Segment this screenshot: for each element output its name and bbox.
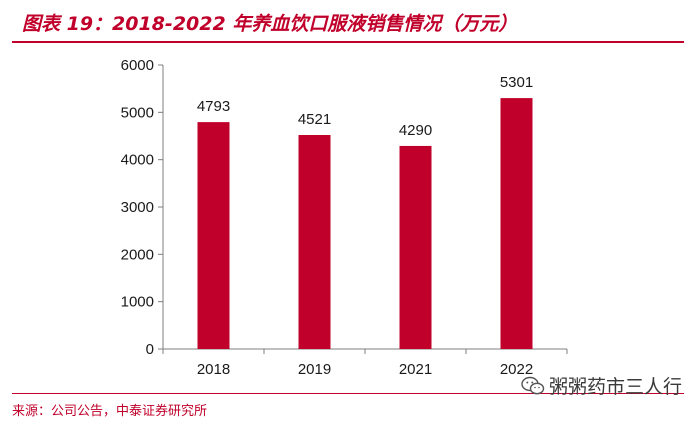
bar <box>197 122 230 349</box>
watermark: 粥粥药市三人行 <box>521 372 682 399</box>
y-tick-label: 6000 <box>121 57 154 74</box>
y-tick-label: 2000 <box>121 246 154 263</box>
data-label: 4521 <box>298 111 331 128</box>
watermark-text: 粥粥药市三人行 <box>548 376 682 398</box>
wechat-icon <box>521 376 545 394</box>
x-tick-label: 2022 <box>500 361 533 378</box>
y-tick-label: 3000 <box>121 199 154 216</box>
source-note: 来源：公司公告，中泰证券研究所 <box>12 404 208 419</box>
x-tick-label: 2018 <box>197 361 230 378</box>
data-label: 5301 <box>500 74 533 91</box>
y-axis: 0 1000 2000 3000 4000 5000 6000 <box>121 57 164 358</box>
x-tick-label: 2019 <box>298 361 331 378</box>
bar <box>500 98 533 349</box>
y-tick-label: 4000 <box>121 152 154 169</box>
x-axis: 2018 2019 2021 2022 <box>162 348 568 378</box>
x-tick-label: 2021 <box>399 361 432 378</box>
y-tick-label: 5000 <box>121 104 154 121</box>
bar-series: 4793 4521 4290 5301 <box>197 74 533 349</box>
title-divider <box>12 41 684 43</box>
y-tick-label: 1000 <box>121 294 154 311</box>
y-tick-label: 0 <box>146 341 154 358</box>
bar <box>399 145 432 349</box>
data-label: 4793 <box>197 98 230 115</box>
bar <box>298 135 331 349</box>
data-label: 4290 <box>399 122 432 139</box>
chart-title: 图表 19：2018-2022 年养血饮口服液销售情况（万元） <box>22 13 518 35</box>
source-divider <box>12 393 684 394</box>
